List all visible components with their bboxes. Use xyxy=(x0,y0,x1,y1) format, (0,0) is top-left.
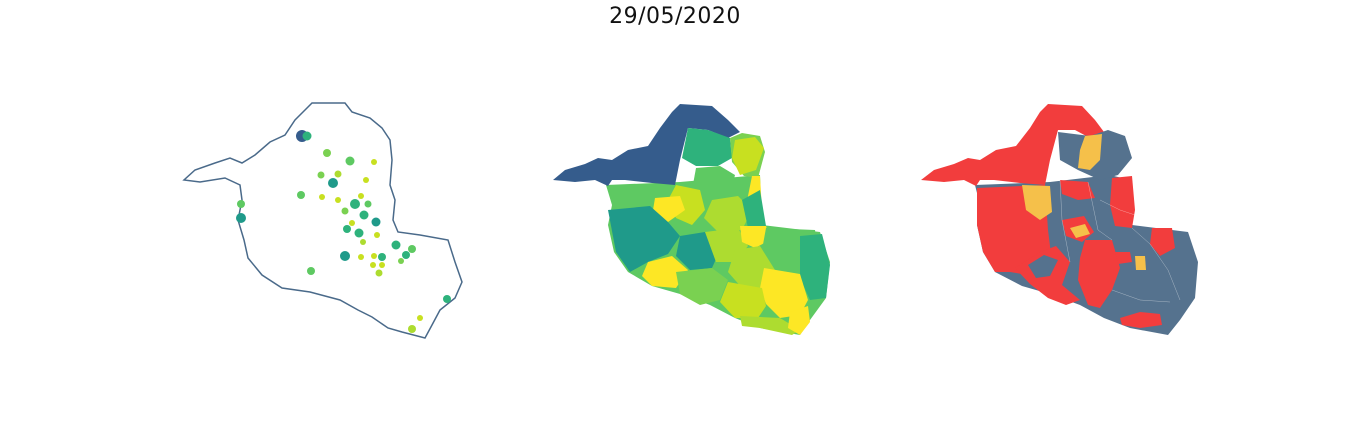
bubble xyxy=(359,210,369,220)
region xyxy=(1110,176,1135,228)
region xyxy=(1078,240,1120,308)
region xyxy=(642,256,688,288)
bubble xyxy=(319,194,325,200)
region xyxy=(732,137,764,175)
bubble xyxy=(345,156,355,166)
bubble xyxy=(335,197,341,203)
bubble xyxy=(360,239,366,245)
region xyxy=(921,104,1104,186)
bubble xyxy=(334,170,342,178)
region xyxy=(682,128,732,166)
bubble xyxy=(323,149,331,157)
bubble xyxy=(358,254,364,260)
bubble xyxy=(378,253,386,261)
region xyxy=(740,316,800,335)
bubble xyxy=(375,269,383,277)
bubble xyxy=(371,253,377,259)
bubble xyxy=(371,217,381,227)
bubble xyxy=(374,232,380,238)
bubble xyxy=(408,325,416,333)
municipality-regions xyxy=(553,104,830,335)
region xyxy=(720,282,766,318)
figure-title: 29/05/2020 xyxy=(609,4,741,29)
bubble xyxy=(371,159,377,165)
bubble xyxy=(307,267,315,275)
region xyxy=(760,268,808,318)
bubble xyxy=(317,171,325,179)
bubble xyxy=(443,295,451,303)
case-bubbles xyxy=(236,130,451,333)
bubble xyxy=(364,200,372,208)
bubble xyxy=(363,177,369,183)
region xyxy=(800,234,830,300)
bubble xyxy=(391,240,401,250)
region xyxy=(1115,252,1132,264)
region xyxy=(1150,228,1175,256)
bubble xyxy=(402,251,410,259)
bubble xyxy=(340,251,350,261)
bubble xyxy=(370,262,376,268)
bubble xyxy=(328,178,338,188)
region xyxy=(553,104,740,186)
region xyxy=(1078,134,1102,170)
bubble xyxy=(237,200,245,208)
bubble xyxy=(297,191,305,199)
bubble xyxy=(408,245,416,253)
region xyxy=(1120,312,1162,328)
bubble xyxy=(341,207,349,215)
bubble xyxy=(236,213,246,223)
bubble xyxy=(302,131,312,141)
region xyxy=(788,306,810,335)
region xyxy=(704,196,752,232)
region xyxy=(608,206,680,272)
region xyxy=(692,166,735,200)
bubble xyxy=(354,228,364,238)
bubble xyxy=(417,315,423,321)
bubble xyxy=(358,193,364,199)
risk-regions xyxy=(921,104,1198,335)
region xyxy=(740,226,770,248)
region xyxy=(1060,180,1095,200)
region xyxy=(1028,255,1058,278)
region xyxy=(742,190,766,228)
bubble xyxy=(343,225,351,233)
bubble xyxy=(349,220,355,226)
state-outline xyxy=(182,102,463,339)
bubble xyxy=(350,199,360,209)
region xyxy=(1135,256,1146,270)
region xyxy=(1022,185,1052,220)
region-borders xyxy=(1059,179,1181,303)
region xyxy=(1070,224,1090,238)
bubble xyxy=(398,258,404,264)
bubble xyxy=(379,262,385,268)
region xyxy=(676,268,728,305)
